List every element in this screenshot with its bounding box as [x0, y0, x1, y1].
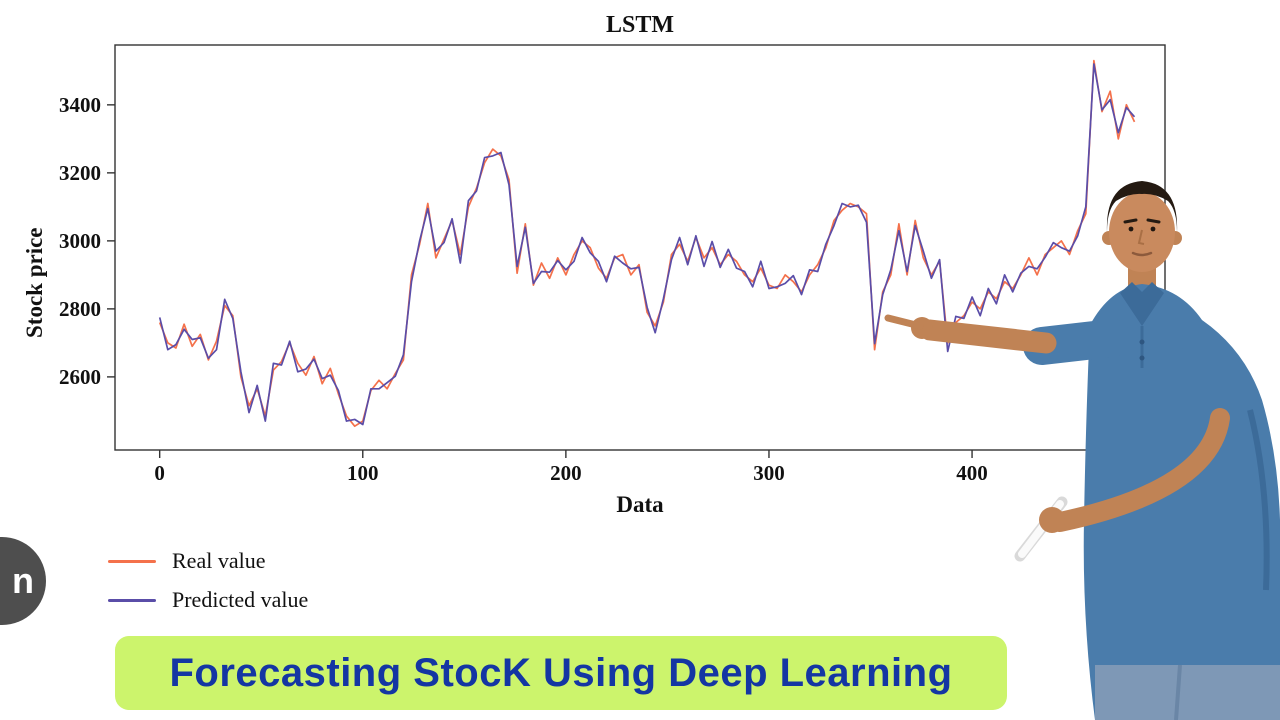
x-axis-label: Data [616, 492, 664, 517]
series-line-predicted [158, 63, 1136, 426]
y-axis-label: Stock price [22, 227, 47, 338]
caption-banner: Forecasting StocK Using Deep Learning [115, 636, 1007, 710]
series-line-real [158, 59, 1136, 428]
x-tick-label: 200 [550, 461, 582, 480]
person-hair [1106, 181, 1178, 232]
y-tick-label: 3000 [59, 229, 101, 253]
pointing-forearm [919, 319, 1057, 354]
presenter-image [884, 181, 1280, 720]
shirt-sleeve [1182, 332, 1242, 432]
y-tick-label: 3200 [59, 161, 101, 185]
shirt-button [1139, 339, 1145, 345]
eyebrow [1146, 218, 1161, 224]
pen-hand [1039, 507, 1065, 533]
pen-forearm [1050, 408, 1230, 532]
watermark-letter: n [12, 560, 34, 601]
chart-legend: Real value Predicted value [108, 548, 308, 626]
eye [1150, 226, 1156, 232]
nose [1137, 229, 1145, 245]
legend-item-real: Real value [108, 548, 308, 574]
watermark-badge: n [0, 537, 46, 625]
x-tick-label: 100 [347, 461, 379, 480]
chart-title: LSTM [605, 12, 674, 38]
x-tick-label: 0 [154, 461, 165, 480]
x-tick-label: 300 [753, 461, 785, 480]
shirt-collar [1120, 282, 1164, 326]
legend-item-predicted: Predicted value [108, 587, 308, 613]
predicted-value-line-icon [108, 598, 156, 602]
eye [1128, 226, 1134, 232]
pointing-finger [884, 314, 924, 330]
y-tick-label: 2800 [59, 297, 101, 321]
chart-canvas: 0 100 200 300 400 2600 2800 3000 3200 3400 [59, 44, 1166, 480]
person-jeans [1095, 665, 1280, 720]
shirt-button [1139, 355, 1145, 361]
real-value-line-icon [108, 559, 156, 563]
mouth [1131, 251, 1153, 257]
caption-text: Forecasting StocK Using Deep Learning [169, 650, 953, 695]
y-tick-label: 3400 [59, 93, 101, 117]
jeans-seam [1174, 664, 1182, 720]
eyebrow [1123, 218, 1138, 224]
legend-label-predicted: Predicted value [172, 587, 309, 612]
y-tick-label: 2600 [59, 365, 101, 389]
shirt-fold [1247, 409, 1270, 591]
legend-label-real: Real value [172, 548, 266, 573]
x-tick-label: 400 [956, 461, 988, 480]
